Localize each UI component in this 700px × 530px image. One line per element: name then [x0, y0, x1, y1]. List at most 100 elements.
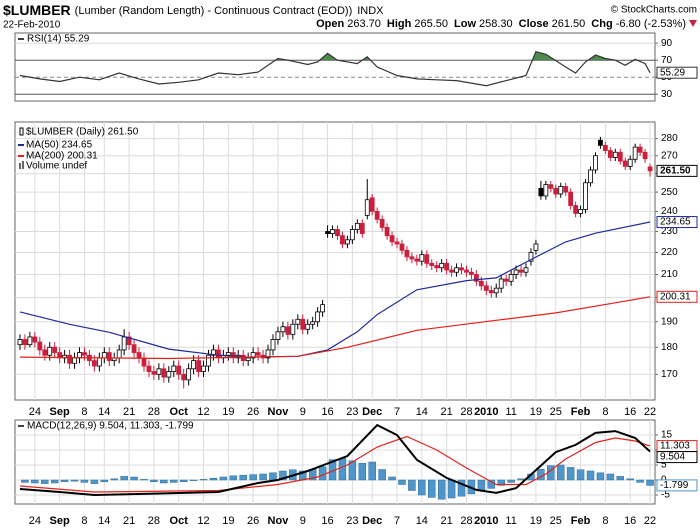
histogram-bar	[477, 479, 486, 492]
legend-icon	[19, 163, 21, 169]
quote-value: 258.30	[479, 18, 513, 30]
candle-body	[647, 166, 653, 172]
x-tick-label: 19	[222, 515, 234, 527]
candle-body	[399, 243, 405, 251]
quote: Open 263.70 High 265.50 Low 258.30 Close 261.50…	[316, 18, 686, 30]
candle-body	[37, 341, 43, 351]
candle-body	[191, 360, 197, 370]
histogram-bar	[110, 478, 118, 481]
candle-body	[583, 182, 588, 210]
x-tick-label: 11	[505, 515, 516, 527]
x-tick-label: 25	[550, 406, 562, 418]
legend-entry: Volume undef	[26, 161, 87, 172]
candle-body	[459, 267, 464, 271]
candle-body	[498, 278, 504, 289]
histogram-bar	[636, 479, 644, 483]
y-tick-label: 180	[661, 342, 678, 353]
x-tick-label: 26	[247, 515, 259, 527]
quote-label: Close	[519, 18, 549, 30]
value-box	[656, 479, 698, 492]
candle-body	[265, 349, 271, 359]
histogram-bar	[338, 458, 347, 481]
legend-icon	[22, 161, 24, 169]
candle-body	[106, 352, 112, 362]
value-box	[656, 164, 698, 177]
histogram-bar	[586, 470, 595, 481]
candle-body	[612, 151, 618, 158]
candle-body	[161, 368, 167, 378]
candle-body	[255, 352, 261, 356]
candle-body	[126, 336, 132, 346]
candle-body	[404, 249, 410, 258]
candle-body	[121, 336, 127, 351]
candle-body	[518, 269, 524, 273]
histogram-bar	[80, 479, 89, 483]
histogram-bar	[140, 479, 148, 481]
candle-body	[22, 339, 28, 346]
candle-body	[593, 155, 598, 171]
quote-label: Open	[316, 18, 344, 30]
x-tick-label: 16	[321, 406, 333, 418]
candle-body	[32, 336, 38, 343]
candle-body	[364, 199, 370, 216]
x-tick-label: Dec	[362, 406, 382, 418]
quote-value: -6.80 (-2.53%)	[616, 18, 686, 30]
candle-body	[369, 197, 375, 212]
histogram-bar	[41, 479, 49, 484]
x-tick-label: 22	[644, 406, 656, 418]
quote-label: Chg	[591, 18, 612, 30]
x-tick-label: Oct	[170, 515, 189, 527]
x-tick-label: 11	[505, 406, 516, 418]
candle-body	[245, 357, 251, 362]
histogram-bar	[259, 473, 267, 481]
candle-body	[280, 326, 286, 333]
histogram-bar	[596, 472, 605, 481]
x-tick-label: 9	[300, 515, 306, 527]
histogram-bar	[646, 479, 654, 486]
candle-body	[488, 290, 494, 294]
x-tick-label: 7	[394, 515, 400, 527]
value-box	[656, 216, 698, 229]
candle-body	[513, 269, 519, 275]
value-box-label: 261.50	[660, 166, 691, 177]
candle-body	[325, 231, 330, 234]
histogram-bar	[179, 479, 188, 483]
histogram-bar	[606, 473, 615, 481]
candle-body	[434, 265, 440, 269]
candle-body	[548, 184, 554, 189]
value-box-label: -1.799	[660, 480, 689, 491]
x-tick-label: 2010	[474, 515, 498, 527]
x-tick-label: Dec	[362, 515, 382, 527]
x-tick-label: 21	[441, 515, 453, 527]
quote-value: 261.50	[552, 18, 586, 30]
histogram-bar	[626, 478, 634, 481]
candle-body	[270, 339, 276, 351]
x-tick-label: 9	[300, 406, 306, 418]
candle-body	[146, 365, 152, 372]
histogram-bar	[437, 479, 446, 500]
value-box	[656, 66, 698, 79]
x-tick-label: 19	[530, 515, 542, 527]
x-tick-label: 23	[346, 406, 358, 418]
value-box-label: 234.65	[660, 217, 691, 228]
line	[19, 50, 651, 87]
histogram-bar	[427, 479, 436, 498]
x-tick-label: 28	[460, 515, 472, 527]
candle-body	[349, 229, 355, 241]
candle-body	[320, 304, 325, 313]
value-box-label: 9.504	[660, 452, 685, 463]
candle-body	[96, 357, 102, 367]
quote-label: High	[387, 18, 412, 30]
candle-body	[335, 229, 340, 237]
histogram-bar	[368, 461, 376, 481]
y-tick-label: 70	[661, 55, 673, 66]
candle-body	[627, 158, 633, 167]
histogram-bar	[189, 479, 198, 481]
x-tick-label: Oct	[170, 406, 189, 418]
y-tick-label: 170	[661, 369, 678, 380]
candle-body	[17, 339, 23, 346]
candle-body	[166, 371, 172, 378]
candle-body	[632, 146, 638, 160]
quote-value: 263.70	[347, 18, 381, 30]
candle-body	[493, 287, 499, 294]
